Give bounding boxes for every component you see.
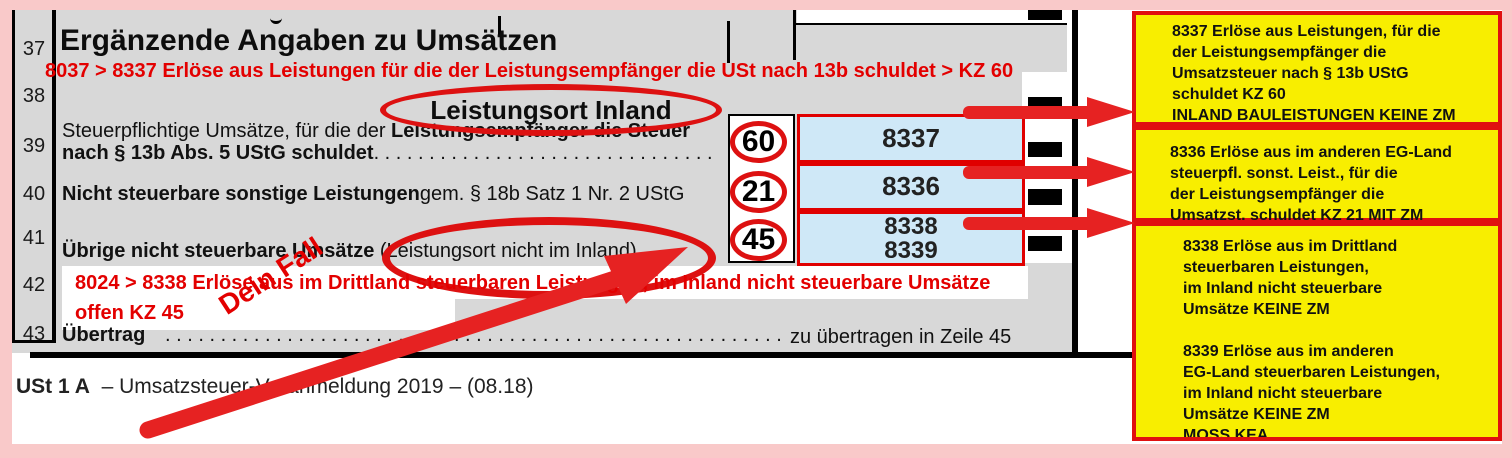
kz-circle-21: 21 (730, 171, 787, 213)
red-annotation-bottom-line2: offen KZ 45 (75, 302, 184, 324)
note-line: steuerbaren Leistungen, (1183, 259, 1369, 276)
row40-bold: Nicht steuerbare sonstige Leistungen (62, 183, 420, 205)
yellow-note-8338-8339: 8338 Erlöse aus im Drittland steuerbaren… (1132, 222, 1502, 441)
field-8338-label: 8338 (884, 213, 938, 240)
form-right-border (1072, 10, 1078, 358)
row36-cell-border (498, 16, 501, 37)
row43-label: Übertrag (62, 324, 146, 346)
kz-45: 45 (741, 223, 776, 256)
note-line: 8336 Erlöse aus im anderen EG-Land (1170, 144, 1452, 161)
field-8339-label: 8339 (884, 237, 938, 264)
row43-dots: . . . . . . . . . . . . . . . . . . . . … (165, 324, 780, 346)
note-line: 8339 Erlöse aus im anderen (1183, 343, 1394, 360)
ocr-mark (1028, 142, 1062, 157)
note-line: im Inland nicht steuerbare (1183, 385, 1383, 402)
note-line: 8337 Erlöse aus Leistungen, für die (1172, 23, 1441, 40)
note-line: 8338 Erlöse aus im Drittland (1183, 238, 1398, 255)
frame-border-right (1502, 0, 1512, 458)
note-line: Umsatzsteuer nach § 13b UStG (1172, 65, 1409, 82)
note-line: schuldet KZ 60 (1172, 86, 1286, 103)
field-8338-8339[interactable]: 8338 8339 (797, 211, 1025, 266)
row39-line2-bold: nach § 13b Abs. 5 UStG schuldet (62, 142, 374, 164)
row40-text: Nicht steuerbare sonstige Leistungengem.… (62, 183, 684, 206)
row39-dots: . . . . . . . . . . . . . . . . . . . . … (373, 142, 717, 164)
note-line: der Leistungsempfänger die (1172, 44, 1387, 61)
note-line: steuerpfl. sonst. Leist., für die (1170, 165, 1398, 182)
note-line: Umsätze KEINE ZM (1183, 301, 1330, 318)
row36-divider (793, 23, 1067, 25)
note-line: der Leistungsempfänger die (1170, 186, 1385, 203)
frame-border-left (0, 0, 12, 458)
row36-glyph-remnant (270, 14, 282, 24)
kz-circle-60: 60 (730, 121, 787, 163)
note-line: Umsätze KEINE ZM (1183, 406, 1330, 423)
red-annotation-top: 8037 > 8337 Erlöse aus Leistungen für di… (45, 60, 1014, 82)
note-line: MOSS KEA (1183, 427, 1269, 441)
line-number-column-bottom-border (12, 340, 56, 343)
yellow-note-8336: 8336 Erlöse aus im anderen EG-Land steue… (1132, 126, 1502, 224)
line-number-37: 37 (22, 38, 46, 60)
note-line (1183, 320, 1492, 341)
row41-regular: (Leistungsort nicht im Inland) . . . (379, 240, 671, 262)
row36-cell-border (793, 10, 796, 60)
line-number-42: 42 (22, 274, 46, 296)
field-8336[interactable]: 8336 (797, 163, 1025, 211)
row41-bold: Übrige nicht steuerbare Umsätze (62, 240, 375, 262)
ocr-mark (1028, 189, 1062, 205)
line-number-41: 41 (22, 227, 46, 249)
row39-text-line1: Steuerpflichtige Umsätze, für die der Le… (62, 120, 690, 143)
row36-cell-remnant (797, 10, 1022, 23)
row39-bold: Leistungsempfänger die Steuer (391, 120, 691, 142)
frame-border-top (0, 0, 1512, 10)
row43-right-label: zu übertragen in Zeile 45 (790, 326, 1012, 348)
line-number-38: 38 (22, 85, 46, 107)
ocr-mark (1028, 97, 1062, 110)
field-8337[interactable]: 8337 (797, 114, 1025, 163)
form-bottom-border (30, 352, 1132, 358)
form-footer-text: – Umsatzsteuer-Voranmeldung 2019 – (08.1… (101, 375, 534, 398)
form-footer: USt 1 A – Umsatzsteuer-Voranmeldung 2019… (16, 375, 534, 399)
ocr-mark (1028, 10, 1062, 20)
row39-regular: Steuerpflichtige Umsätze, für die der (62, 120, 392, 142)
row41-text: Übrige nicht steuerbare Umsätze (Leistun… (62, 240, 670, 263)
section-title: Ergänzende Angaben zu Umsätzen (60, 24, 558, 57)
kz-21: 21 (741, 175, 776, 208)
line-number-column-left-border (12, 10, 15, 343)
row40-regular: gem. § 18b Satz 1 Nr. 2 UStG (419, 183, 685, 205)
form-code: USt 1 A (16, 375, 90, 398)
note-line: EG-Land steuerbaren Leistungen, (1183, 364, 1440, 381)
row39-text-line2: nach § 13b Abs. 5 UStG schuldet. . . . .… (62, 142, 717, 165)
marks-column-grey-block (1022, 23, 1067, 72)
line-number-40: 40 (22, 183, 46, 205)
red-annotation-bottom-line1: 8024 > 8338 Erlöse aus im Drittland steu… (75, 272, 991, 294)
kz-circle-45: 45 (730, 219, 787, 261)
row36-cell-border (727, 21, 730, 63)
kz-60: 60 (741, 125, 776, 158)
ocr-mark (1028, 236, 1062, 251)
note-line: INLAND BAULEISTUNGEN KEINE ZM (1172, 107, 1456, 124)
note-line: im Inland nicht steuerbare (1183, 280, 1383, 297)
frame-border-bottom (0, 444, 1512, 458)
yellow-note-8337: 8337 Erlöse aus Leistungen, für die der … (1132, 11, 1502, 126)
line-number-column-right-border (52, 10, 56, 343)
note-line: Umsatzst. schuldet KZ 21 MIT ZM (1170, 207, 1424, 224)
line-number-43: 43 (22, 323, 46, 345)
line-number-39: 39 (22, 135, 46, 157)
